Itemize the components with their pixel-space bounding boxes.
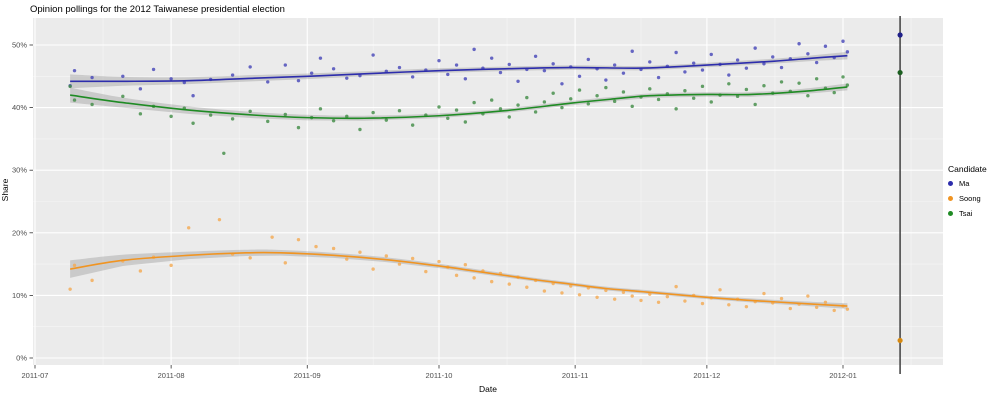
tsai-color-dot-icon — [948, 211, 953, 216]
svg-text:2011-08: 2011-08 — [158, 371, 185, 380]
legend-item-label: Tsai — [959, 209, 973, 218]
svg-text:30%: 30% — [12, 166, 27, 175]
legend-title: Candidate — [948, 164, 987, 174]
svg-text:2012-01: 2012-01 — [829, 371, 857, 380]
legend: Candidate Ma Soong Tsai — [948, 164, 987, 224]
legend-item-soong: Soong — [948, 194, 987, 203]
svg-text:2011-07: 2011-07 — [22, 371, 49, 380]
x-axis-label: Date — [479, 384, 497, 394]
svg-text:2011-11: 2011-11 — [562, 371, 588, 380]
svg-text:20%: 20% — [12, 228, 27, 237]
svg-text:10%: 10% — [12, 291, 27, 300]
svg-text:0%: 0% — [16, 354, 27, 363]
svg-text:2011-09: 2011-09 — [294, 371, 321, 380]
svg-text:2011-10: 2011-10 — [426, 371, 453, 380]
chart-title: Opinion pollings for the 2012 Taiwanese … — [30, 4, 285, 15]
svg-text:2011-12: 2011-12 — [693, 371, 720, 380]
soong-color-dot-icon — [948, 196, 953, 201]
svg-text:50%: 50% — [12, 41, 27, 50]
legend-item-label: Ma — [959, 179, 970, 188]
legend-item-ma: Ma — [948, 179, 987, 188]
svg-text:40%: 40% — [12, 103, 27, 112]
legend-item-label: Soong — [959, 194, 981, 203]
ma-color-dot-icon — [948, 181, 953, 186]
legend-item-tsai: Tsai — [948, 209, 987, 218]
